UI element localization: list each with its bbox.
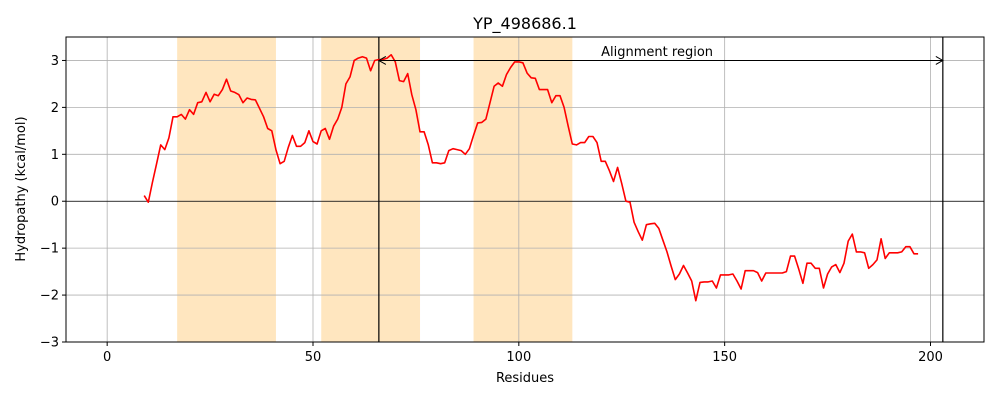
shaded-region-2 [321,37,421,342]
shaded-region-3 [473,37,573,342]
x-tick-label: 0 [103,350,111,365]
y-tick-label: −1 [40,242,59,257]
chart-title: YP_498686.1 [472,14,577,34]
alignment-arrow-left-head [377,56,387,65]
x-axis-label: Residues [496,371,554,386]
y-tick-label: −2 [40,289,59,304]
y-axis-label: Hydropathy (kcal/mol) [14,116,29,261]
x-tick-label: 150 [712,350,737,365]
y-tick-label: 1 [51,148,59,163]
x-tick-label: 200 [918,350,943,365]
plot-frame [65,36,985,343]
x-tick-label: 50 [305,350,322,365]
y-tick-label: −3 [40,336,59,351]
x-tick-label: 100 [506,350,531,365]
alignment-region-label: Alignment region [601,45,713,60]
shaded-region-1 [177,37,276,342]
hydropathy-line [143,53,919,302]
y-tick-label: 2 [51,101,59,116]
y-tick-label: 3 [51,54,59,69]
alignment-arrow-right-head [935,56,944,65]
y-tick-label: 0 [51,195,59,210]
